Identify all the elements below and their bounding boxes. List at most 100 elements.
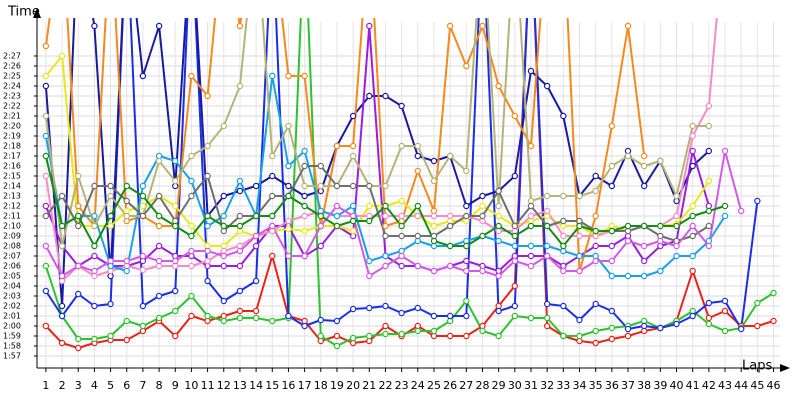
lap-point — [349, 182, 357, 190]
lap-point — [204, 172, 211, 180]
lap-point — [398, 142, 405, 150]
lap-point — [155, 22, 163, 30]
y-axis-title: Time — [7, 5, 40, 20]
lap-point — [527, 262, 535, 270]
lap-point — [107, 332, 114, 340]
lap-point — [42, 322, 50, 330]
lap-point — [301, 227, 308, 235]
lap-point — [382, 212, 389, 220]
lap-point — [527, 314, 535, 322]
x-tick-label: 18 — [314, 379, 328, 392]
lap-point — [543, 252, 551, 260]
lap-point — [366, 22, 373, 30]
lap-point — [495, 332, 502, 340]
lap-point — [640, 222, 648, 230]
y-tick-label: 2:20 — [3, 122, 21, 131]
lap-point — [592, 327, 599, 335]
lap-point — [75, 172, 82, 180]
x-tick-label: 14 — [249, 379, 263, 392]
lap-point — [495, 202, 502, 210]
lap-point — [721, 147, 729, 155]
lap-point — [188, 232, 195, 240]
lap-point — [430, 222, 438, 230]
lap-point — [446, 212, 454, 220]
lap-point — [91, 242, 98, 250]
x-tick-label: 31 — [524, 379, 538, 392]
lap-point — [301, 202, 308, 210]
lap-point — [252, 314, 260, 322]
lap-point — [301, 322, 308, 330]
lap-point — [42, 132, 50, 140]
x-tick-label: 45 — [750, 379, 764, 392]
lap-point — [382, 262, 389, 270]
lap-point — [269, 222, 276, 230]
x-tick-label: 4 — [91, 379, 98, 392]
lap-point — [689, 202, 696, 210]
lap-point — [543, 322, 551, 330]
x-tick-label: 37 — [621, 379, 635, 392]
lap-point — [398, 309, 405, 317]
lap-point — [414, 167, 421, 175]
lap-point — [317, 332, 324, 340]
lap-point — [75, 212, 82, 220]
lap-point — [495, 272, 502, 280]
lap-point — [139, 212, 147, 220]
lap-point — [446, 312, 454, 320]
lap-point — [236, 307, 244, 315]
lap-point — [236, 177, 244, 185]
lap-point — [349, 152, 357, 160]
lap-point — [220, 222, 227, 230]
lap-point — [220, 192, 227, 200]
lap-point — [188, 177, 195, 185]
y-tick-label: 2:11 — [3, 212, 21, 221]
x-tick-label: 33 — [556, 379, 570, 392]
y-tick-label: 2:15 — [3, 172, 21, 181]
lap-point — [592, 300, 599, 308]
lap-point — [236, 22, 244, 30]
x-tick-label: 27 — [459, 379, 473, 392]
lap-point — [188, 262, 195, 270]
lap-point — [317, 162, 324, 170]
lap-point — [42, 42, 50, 50]
lap-point — [155, 257, 163, 265]
lap-point — [576, 192, 583, 200]
lap-point — [366, 182, 373, 190]
lap-point — [301, 162, 308, 170]
lap-point — [463, 332, 470, 340]
lap-point — [58, 302, 66, 310]
lap-point — [689, 162, 696, 170]
lap-point — [721, 297, 729, 305]
lap-point — [495, 212, 502, 220]
lap-point — [172, 332, 179, 340]
lap-point — [737, 325, 745, 333]
lap-point — [58, 272, 66, 280]
lap-point — [527, 142, 535, 150]
lap-point — [592, 172, 599, 180]
lap-point — [463, 267, 470, 275]
y-tick-label: 2:01 — [3, 312, 21, 321]
lap-point — [657, 222, 664, 230]
lap-point — [204, 247, 211, 255]
lap-point — [479, 192, 486, 200]
lap-point — [673, 222, 680, 230]
y-tick-label: 2:04 — [3, 282, 21, 291]
lap-point — [705, 147, 713, 155]
lap-point — [430, 237, 438, 245]
lap-point — [269, 252, 276, 260]
lap-point — [560, 232, 567, 240]
lap-point — [285, 162, 292, 170]
lap-point — [689, 212, 696, 220]
lap-point — [333, 332, 341, 340]
lap-point — [543, 314, 551, 322]
lap-point — [301, 192, 308, 200]
y-tick-label: 2:22 — [3, 102, 21, 111]
lap-point — [689, 252, 696, 260]
lap-point — [285, 72, 292, 80]
series-line — [44, 18, 775, 347]
lap-point — [640, 182, 648, 190]
lap-point — [640, 152, 648, 160]
x-tick-label: 26 — [443, 379, 457, 392]
x-tick-label: 41 — [686, 379, 700, 392]
x-tick-label: 32 — [540, 379, 554, 392]
